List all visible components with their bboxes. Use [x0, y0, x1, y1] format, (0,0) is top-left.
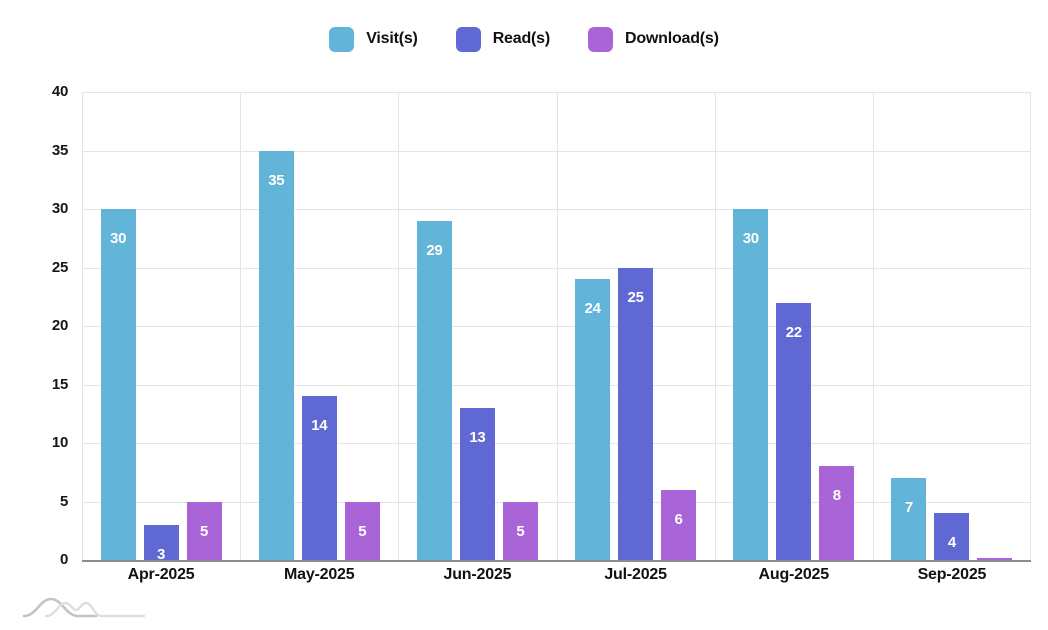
legend-label: Read(s): [492, 30, 550, 47]
y-tick-label: 0: [59, 551, 68, 568]
h-gridline: [82, 326, 1031, 327]
bar-visits-apr-2025[interactable]: 30: [100, 209, 136, 560]
x-tick-label: Sep-2025: [917, 566, 987, 583]
h-gridline: [82, 267, 1031, 269]
y-tick-label: 25: [51, 258, 68, 276]
bar-visits-jul-2025[interactable]: 24: [575, 279, 611, 560]
v-gridline: [715, 92, 716, 560]
h-gridline: [82, 209, 1031, 210]
bar-value-label: 4: [947, 534, 956, 552]
chart-legend: Visit(s) Read(s) Download(s): [0, 24, 1048, 54]
legend-label: Visit(s): [366, 30, 418, 47]
bar-value-label: 8: [832, 487, 841, 505]
bar-downloads-jul-2025[interactable]: 6: [661, 489, 697, 560]
bar-value-label: 25: [627, 288, 644, 306]
v-gridline: [82, 92, 83, 560]
bar-value-label: 6: [674, 510, 683, 528]
y-tick-label: 20: [51, 317, 68, 334]
legend-swatch-icon: [329, 26, 355, 52]
bar-value-label: 22: [785, 323, 802, 341]
bar-value-label: 14: [311, 417, 328, 435]
x-tick-label: Jun-2025: [443, 566, 512, 583]
y-tick-label: 30: [51, 200, 68, 217]
y-tick-label: 40: [51, 83, 68, 100]
x-tick-label: Aug-2025: [758, 566, 830, 583]
v-gridline: [557, 92, 558, 560]
y-tick-label: 15: [51, 375, 68, 393]
bar-downloads-jun-2025[interactable]: 5: [502, 501, 538, 560]
h-gridline: [82, 92, 1031, 93]
x-tick-label: Jul-2025: [604, 566, 667, 583]
bar-downloads-apr-2025[interactable]: 5: [186, 501, 222, 560]
bar-value-label: 24: [584, 300, 601, 318]
legend-swatch-icon: [455, 26, 481, 52]
y-axis: 0 5 10 15 20 25 30 35 40: [0, 83, 68, 568]
bar-downloads-aug-2025[interactable]: 8: [819, 466, 855, 560]
x-axis-line: [82, 560, 1031, 562]
bar-value-label: 5: [358, 522, 367, 540]
bar-downloads-may-2025[interactable]: 5: [344, 501, 380, 560]
bar-reads-jul-2025[interactable]: 25: [618, 267, 654, 560]
v-gridline: [873, 92, 874, 560]
bar-visits-jun-2025[interactable]: 29: [416, 220, 452, 560]
x-tick-label: Apr-2025: [127, 566, 195, 583]
bar-reads-sep-2025[interactable]: 4: [934, 513, 970, 560]
h-gridline: [82, 150, 1031, 152]
legend-item-downloads[interactable]: Download(s): [587, 26, 719, 52]
v-gridline: [240, 92, 241, 560]
bar-reads-apr-2025[interactable]: 3: [143, 524, 179, 560]
bar-value-label: 29: [426, 241, 443, 259]
wave-logo-icon: [22, 597, 146, 618]
x-axis: Apr-2025 May-2025 Jun-2025 Jul-2025 Aug-2025…: [82, 566, 1031, 588]
bar-visits-may-2025[interactable]: 35: [258, 150, 294, 560]
bar-value-label: 5: [516, 522, 525, 540]
bar-value-label: 7: [904, 499, 913, 517]
v-gridline: [1030, 92, 1031, 560]
bar-value-label: 13: [469, 428, 486, 446]
bar-value-label: 35: [268, 171, 285, 189]
bar-value-label: 30: [110, 230, 127, 247]
x-tick-label: May-2025: [284, 566, 355, 583]
plot-area: 303535145291352425630228740: [82, 92, 1031, 562]
h-gridline: [82, 443, 1031, 444]
bar-reads-jun-2025[interactable]: 13: [459, 407, 495, 560]
legend-item-visits[interactable]: Visit(s): [329, 26, 418, 52]
bar-reads-may-2025[interactable]: 14: [301, 396, 337, 560]
bar-visits-sep-2025[interactable]: 7: [891, 478, 927, 560]
bar-value-label: 3: [157, 545, 166, 560]
bar-reads-aug-2025[interactable]: 22: [776, 302, 812, 560]
bar-value-label: 5: [200, 522, 209, 540]
legend-item-reads[interactable]: Read(s): [455, 26, 550, 52]
bar-visits-aug-2025[interactable]: 30: [733, 209, 769, 560]
y-tick-label: 5: [59, 492, 68, 510]
bar-value-label: 30: [742, 230, 759, 247]
bar-downloads-sep-2025[interactable]: 0: [977, 558, 1013, 560]
y-tick-label: 10: [51, 434, 68, 451]
y-tick-label: 35: [51, 141, 68, 159]
legend-label: Download(s): [624, 30, 719, 47]
h-gridline: [82, 384, 1031, 386]
legend-swatch-icon: [587, 26, 613, 52]
v-gridline: [398, 92, 399, 560]
h-gridline: [82, 501, 1031, 503]
